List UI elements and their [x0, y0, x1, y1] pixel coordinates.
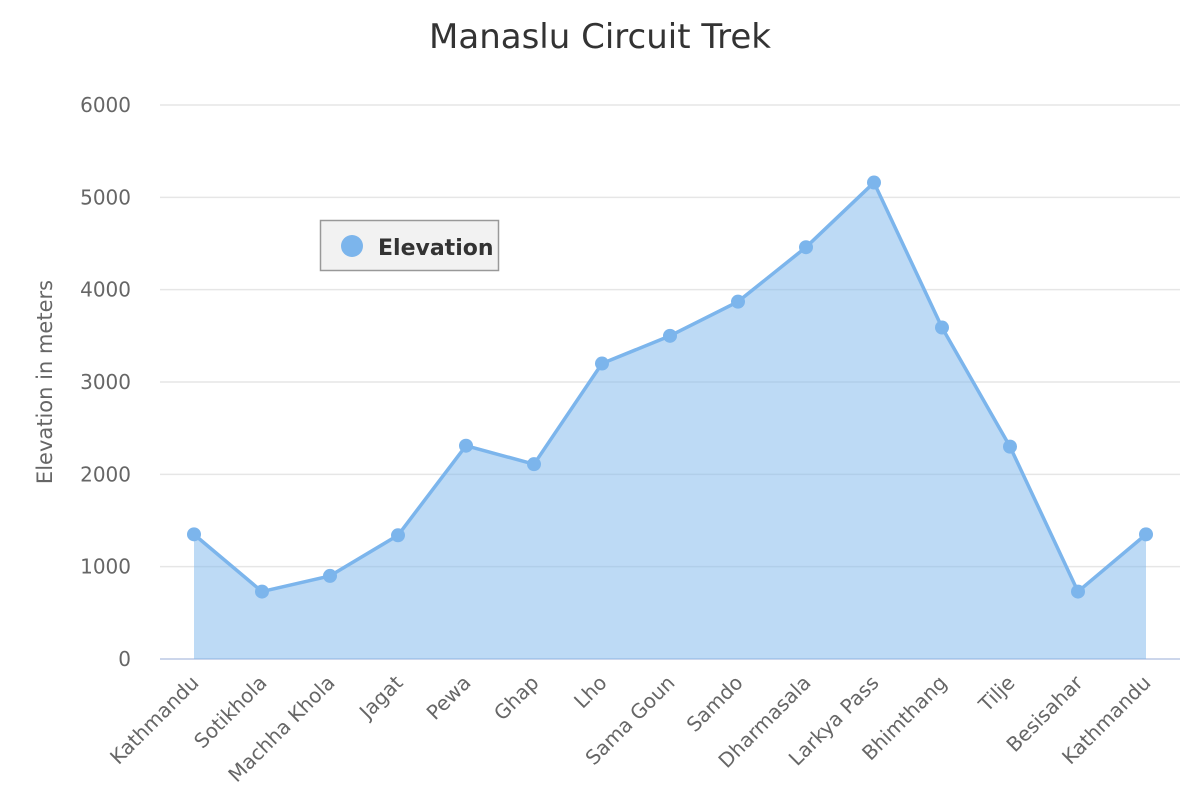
y-tick-label: 6000 [80, 93, 131, 117]
y-tick-label: 3000 [80, 370, 131, 394]
legend[interactable]: Elevation [319, 219, 500, 272]
y-tick-label: 5000 [80, 185, 131, 209]
data-point [459, 438, 473, 453]
y-axis-label: Elevation in meters [33, 280, 57, 484]
data-point [391, 528, 405, 543]
y-tick-label: 0 [118, 647, 131, 671]
y-tick-label: 4000 [80, 278, 131, 302]
x-tick-label: Tilje [973, 671, 1019, 717]
x-tick-label: Kathmandu [105, 671, 204, 770]
legend-marker-icon [341, 235, 363, 257]
data-point [255, 584, 269, 599]
data-point [595, 356, 609, 371]
data-point [731, 294, 745, 309]
data-point [323, 568, 337, 583]
data-point [1071, 584, 1085, 599]
chart-title: Manaslu Circuit Trek [429, 17, 771, 57]
data-point [867, 175, 881, 190]
data-point [1003, 439, 1017, 454]
data-point [935, 320, 949, 335]
x-tick-label: Samdo [682, 671, 748, 737]
x-tick-label: Ghap [489, 671, 544, 726]
data-point [799, 240, 813, 255]
y-tick-label: 2000 [80, 462, 131, 486]
data-point [527, 457, 541, 472]
x-tick-label: Pewa [422, 671, 476, 725]
x-tick-label: Lho [569, 671, 611, 713]
x-tick-label: Jagat [353, 670, 408, 725]
y-tick-label: 1000 [80, 555, 131, 579]
data-point [1139, 527, 1153, 542]
data-point [663, 328, 677, 343]
legend-item-elevation[interactable]: Elevation [378, 236, 494, 261]
area-fill [194, 182, 1146, 659]
data-point [187, 527, 201, 542]
